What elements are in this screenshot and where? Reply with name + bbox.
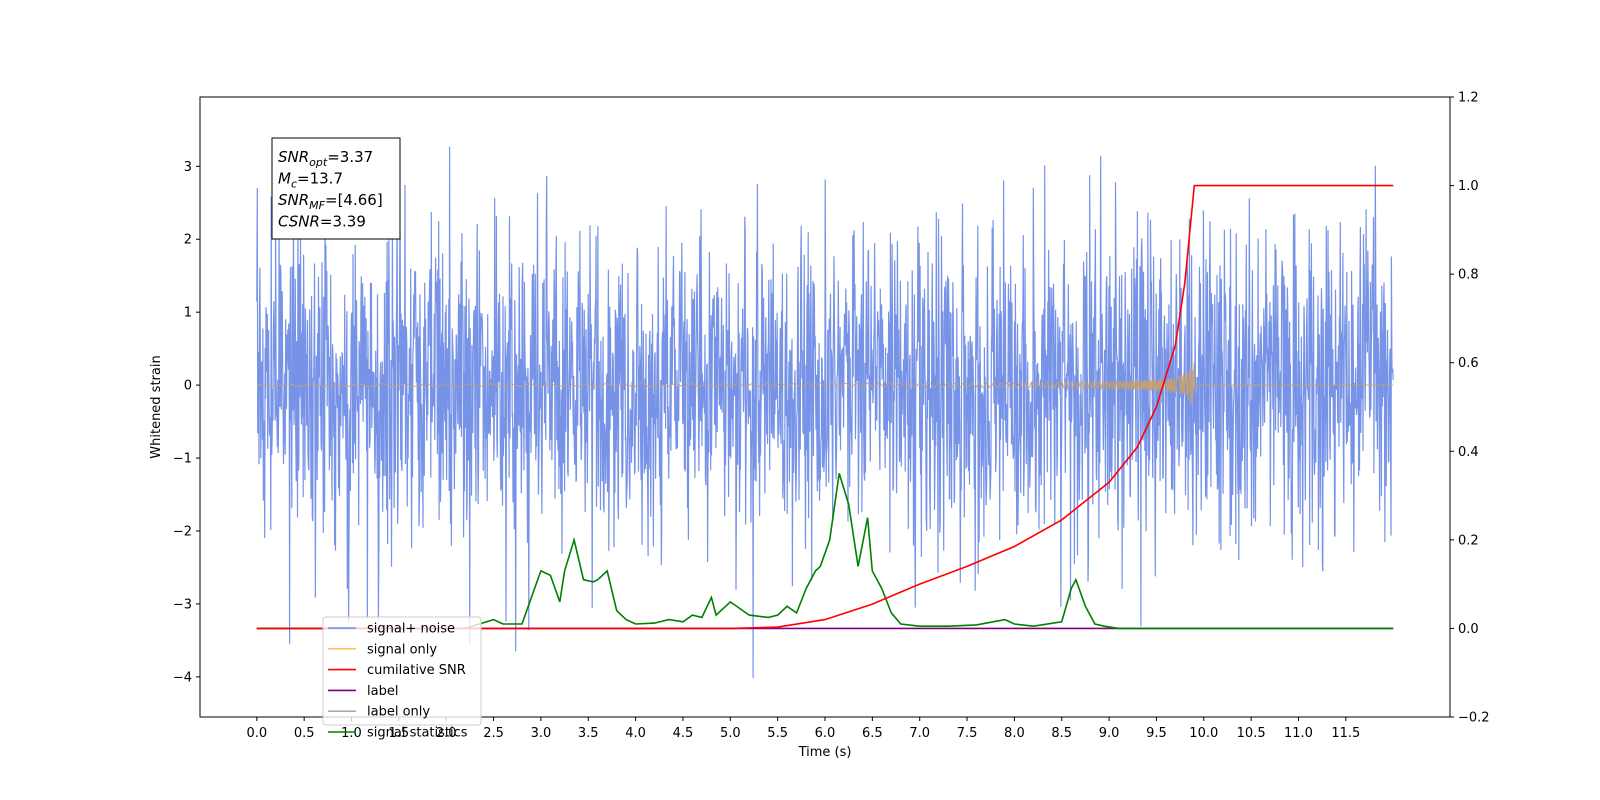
y-tick-label: 1 [184,306,192,321]
x-tick-label: 1.0 [341,726,362,741]
legend-label: cumilative SNR [367,663,466,678]
x-tick-label: 11.5 [1331,726,1360,741]
x-tick-label: 6.5 [862,726,883,741]
annotation-subscript: MF [309,199,325,212]
x-tick-label: 7.5 [957,726,978,741]
x-tick-label: 8.5 [1051,726,1072,741]
y2-tick-label: 0.4 [1458,445,1479,460]
annotation-line: Mc=13.7 [278,170,343,191]
annotation-line: SNRMF=[4.66] [278,191,383,212]
plot-area [256,146,1394,678]
annotation-value: =3.39 [320,213,366,231]
legend-label: label only [367,705,430,720]
annotation-subscript: opt [309,156,328,169]
annotation-value: =[4.66] [325,191,383,209]
y-axis-left: 3 2 1 0 −1 −2 −3 −4 [173,160,200,685]
series-signal-noise [256,146,1394,678]
legend-label: signal statistics [367,726,468,741]
annotation-frame [271,137,401,240]
legend-label: signal only [367,642,437,657]
y-tick-label: 3 [184,160,192,175]
x-axis-label: Time (s) [798,745,852,760]
x-tick-label: 6.0 [815,726,836,741]
annotation-line: SNRopt=3.37 [278,148,373,169]
x-tick-label: 1.5 [389,726,410,741]
x-tick-label: 4.5 [673,726,694,741]
annotation-symbol: SNR [278,191,309,209]
y-tick-label: 0 [184,379,192,394]
y-axis-right: 1.2 1.0 0.8 0.6 0.4 0.2 0.0 −0.2 [1450,91,1490,726]
x-tick-label: 2.0 [436,726,457,741]
x-tick-label: 5.5 [767,726,788,741]
y-tick-label: −3 [173,597,192,612]
y2-tick-label: 0.0 [1458,622,1479,637]
y-tick-label: −2 [173,525,192,540]
x-tick-label: 0.5 [294,726,315,741]
series-signal-statistics [256,473,1394,630]
x-tick-label: 11.0 [1284,726,1313,741]
x-axis: 0.0 0.5 1.0 1.5 2.0 2.5 3.0 3.5 4.0 4.5 5.0 5.5 6.0 6… [246,717,1360,741]
y2-tick-label: 1.0 [1458,179,1479,194]
x-tick-label: 3.0 [531,726,552,741]
y2-tick-label: 1.2 [1458,91,1479,106]
y-tick-label: −4 [173,670,192,685]
x-tick-label: 3.5 [578,726,599,741]
annotation-symbol: SNR [278,148,309,166]
y-axis-label: Whitened strain [149,355,164,458]
legend-frame [322,616,482,726]
series-cumilative-snr [256,184,1394,630]
legend-label: signal+ noise [367,622,455,637]
y2-tick-label: 0.2 [1458,533,1479,548]
x-tick-label: 10.5 [1237,726,1266,741]
x-tick-label: 9.5 [1146,726,1167,741]
series-signal-only [256,363,1394,404]
y2-tick-label: −0.2 [1458,711,1490,726]
y2-tick-label: 0.8 [1458,268,1479,283]
x-tick-label: 0.0 [246,726,267,741]
x-tick-label: 10.0 [1189,726,1218,741]
annotation-value: =13.7 [297,170,343,188]
annotation-symbol: M [278,170,291,188]
annotation-value: =3.37 [327,148,373,166]
y2-tick-label: 0.6 [1458,356,1479,371]
y-tick-label: −1 [173,452,192,467]
x-tick-label: 2.5 [483,726,504,741]
annotation-symbol: CSNR [278,213,320,231]
x-tick-label: 8.0 [1004,726,1025,741]
annotation-subscript: c [291,178,297,191]
x-tick-label: 9.0 [1099,726,1120,741]
x-tick-label: 7.0 [909,726,930,741]
y-tick-label: 2 [184,233,192,248]
legend-label: label [367,684,398,699]
x-tick-label: 4.0 [625,726,646,741]
x-tick-label: 5.0 [720,726,741,741]
annotation-line: CSNR=3.39 [278,213,366,231]
legend: signal+ noise signal only cumilative SNR la… [322,616,482,741]
